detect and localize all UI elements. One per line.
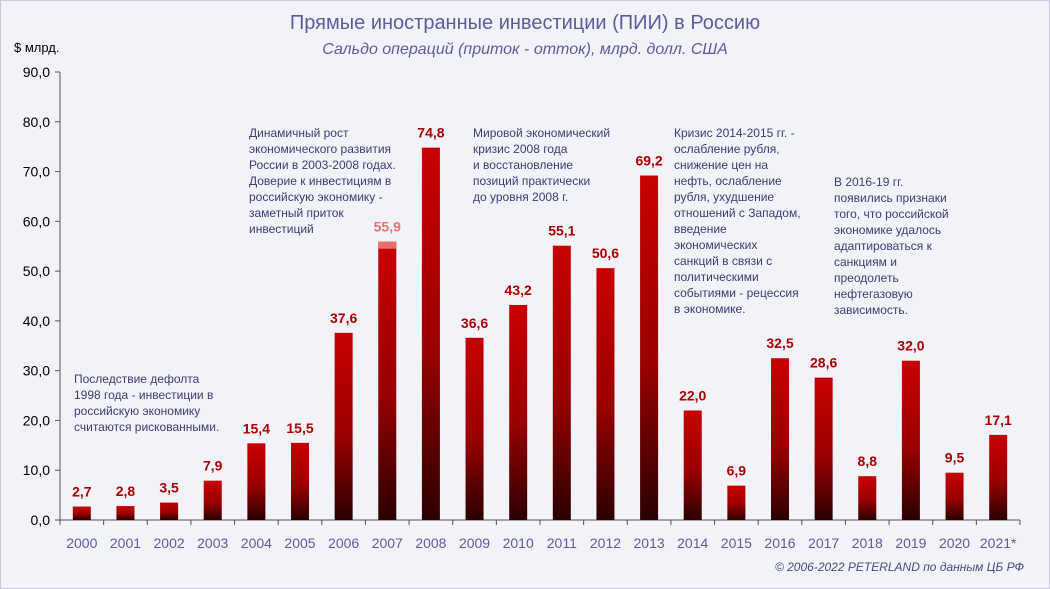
x-tick-label: 2009 — [459, 535, 490, 551]
bar-value-label: 3,5 — [159, 480, 179, 496]
bar-value-label: 32,0 — [897, 338, 924, 354]
bar-2009 — [465, 337, 484, 520]
bar-value-label: 32,5 — [766, 335, 793, 351]
x-tick-label: 2006 — [328, 535, 359, 551]
y-tick-label: 10,0 — [23, 462, 50, 478]
bar-value-label: 74,8 — [417, 125, 444, 141]
bar-2000 — [72, 506, 91, 520]
bar-2005 — [291, 442, 309, 520]
bar-2003 — [203, 480, 222, 520]
bar-value-label: 43,2 — [505, 282, 532, 298]
bar-2020 — [945, 472, 964, 520]
bar-value-label: 8,8 — [858, 453, 878, 469]
x-tick-label: 2014 — [677, 535, 708, 551]
x-tick-label: 2021* — [980, 535, 1017, 551]
x-tick-label: 2012 — [590, 535, 621, 551]
bar-value-label: 36,6 — [461, 315, 488, 331]
x-tick-label: 2013 — [634, 535, 665, 551]
x-tick-label: 2016 — [764, 535, 795, 551]
bar-2019 — [901, 360, 920, 520]
x-tick-label: 2011 — [547, 535, 577, 551]
x-tick-label: 2005 — [284, 535, 315, 551]
x-tick-label: 2003 — [197, 535, 228, 551]
bar-2006 — [334, 332, 353, 520]
chart-subtitle: Сальдо операций (приток - отток), млрд. … — [322, 41, 728, 58]
bar-highlight-cap — [378, 241, 397, 249]
y-tick-label: 40,0 — [23, 313, 50, 329]
bar-2004 — [247, 443, 266, 520]
x-tick-label: 2019 — [895, 535, 926, 551]
x-tick-label: 2001 — [110, 535, 141, 551]
bar-2008 — [421, 147, 440, 520]
annotation-default-1998: Последствие дефолта 1998 года - инвестиц… — [74, 372, 220, 434]
bar-2014 — [683, 410, 702, 520]
bar-value-label: 2,7 — [72, 484, 92, 500]
y-tick-label: 70,0 — [23, 164, 50, 180]
bar-2013 — [640, 175, 659, 520]
bar-value-label: 55,9 — [374, 219, 401, 235]
bar-value-label: 50,6 — [592, 245, 619, 261]
bar-2001 — [116, 506, 135, 520]
y-tick-label: 0,0 — [31, 512, 51, 528]
bar-2021* — [989, 434, 1008, 520]
x-tick-label: 2004 — [241, 535, 272, 551]
bar-value-label: 15,4 — [243, 420, 270, 436]
bar-2007 — [378, 241, 397, 520]
annotation-crisis-2008: Мировой экономический кризис 2008 года и… — [473, 126, 611, 204]
bar-2011 — [552, 245, 571, 521]
y-tick-label: 90,0 — [23, 64, 50, 80]
x-tick-label: 2010 — [503, 535, 534, 551]
bar-2017 — [814, 377, 833, 520]
y-tick-label: 60,0 — [23, 213, 50, 229]
y-tick-label: 80,0 — [23, 114, 50, 130]
bar-2012 — [596, 268, 615, 520]
bar-2018 — [858, 476, 877, 520]
bar-value-label: 15,5 — [286, 420, 313, 436]
x-tick-label: 2007 — [372, 535, 403, 551]
bar-2010 — [509, 304, 528, 520]
x-tick-label: 2002 — [154, 535, 185, 551]
bar-value-label: 17,1 — [985, 412, 1012, 428]
bar-value-label: 7,9 — [203, 458, 223, 474]
bar-value-label: 69,2 — [635, 153, 662, 169]
y-axis-unit-label: $ млрд. — [14, 40, 60, 55]
bar-2016 — [771, 358, 789, 520]
annotation-adaptation-2016-2019: В 2016-19 гг. появились признаки того, ч… — [834, 175, 949, 317]
bar-2002 — [160, 502, 179, 520]
y-tick-label: 50,0 — [23, 263, 50, 279]
y-tick-label: 30,0 — [23, 363, 50, 379]
bar-value-label: 55,1 — [548, 223, 575, 239]
annotation-crisis-2014-2015: Кризис 2014-2015 гг. - ослабление рубля,… — [674, 126, 801, 316]
x-tick-label: 2017 — [808, 535, 839, 551]
x-tick-label: 2020 — [939, 535, 970, 551]
bar-2015 — [727, 485, 746, 520]
annotation-growth-2003-2008: Динамичный рост экономического развития … — [249, 126, 396, 236]
x-tick-label: 2000 — [66, 535, 97, 551]
bar-value-label: 2,8 — [116, 483, 136, 499]
x-tick-label: 2015 — [721, 535, 752, 551]
chart-title: Прямые иностранные инвестиции (ПИИ) в Ро… — [289, 12, 761, 34]
bar-value-label: 28,6 — [810, 355, 837, 371]
bar-value-label: 37,6 — [330, 310, 357, 326]
copyright-note: © 2006-2022 PETERLAND по данным ЦБ РФ — [774, 560, 1024, 574]
x-tick-label: 2018 — [852, 535, 883, 551]
x-tick-label: 2008 — [415, 535, 446, 551]
y-tick-label: 20,0 — [23, 412, 50, 428]
bar-value-label: 22,0 — [679, 387, 706, 403]
bar-value-label: 6,9 — [727, 463, 747, 479]
bar-value-label: 9,5 — [945, 450, 965, 466]
